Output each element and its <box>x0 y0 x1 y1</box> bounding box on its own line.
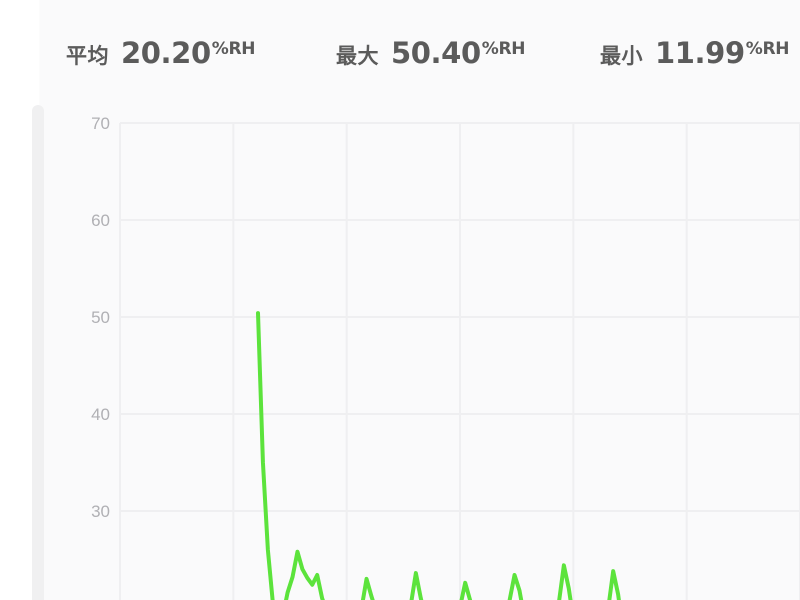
stat-maximum-unit: %RH <box>481 39 526 59</box>
vertical-scrollbar-thumb[interactable] <box>32 105 44 600</box>
stat-average: 平均 20.20 %RH <box>66 36 255 70</box>
y-axis-tick-label: 50 <box>91 308 110 327</box>
chart-canvas: 706050403020 <box>91 114 800 600</box>
stat-average-label: 平均 <box>66 44 109 68</box>
stat-minimum-label: 最小 <box>600 44 643 68</box>
chart-y-tick-labels: 706050403020 <box>91 114 110 600</box>
stat-minimum-value: 11.99 <box>655 36 745 70</box>
stat-minimum-unit: %RH <box>745 39 790 59</box>
y-axis-tick-label: 60 <box>91 211 110 230</box>
chart-card-panel <box>40 0 800 600</box>
stat-maximum-label: 最大 <box>336 44 379 68</box>
stat-minimum: 最小 11.99 %RH <box>600 36 789 70</box>
humidity-line-chart[interactable]: 706050403020 <box>0 88 800 600</box>
y-axis-tick-label: 40 <box>91 405 110 424</box>
statistics-summary-row: 平均 20.20 %RH 最大 50.40 %RH 最小 11.99 %RH <box>0 36 800 88</box>
y-axis-tick-label: 70 <box>91 114 110 133</box>
stat-maximum-value: 50.40 <box>391 36 481 70</box>
stat-maximum: 最大 50.40 %RH <box>336 36 525 70</box>
chart-x-gridlines <box>119 123 800 600</box>
chart-series-group <box>256 311 621 600</box>
stat-average-value: 20.20 <box>121 36 211 70</box>
y-axis-tick-label: 30 <box>91 502 110 521</box>
stat-average-unit: %RH <box>211 39 256 59</box>
series-line-humidity <box>256 311 621 600</box>
